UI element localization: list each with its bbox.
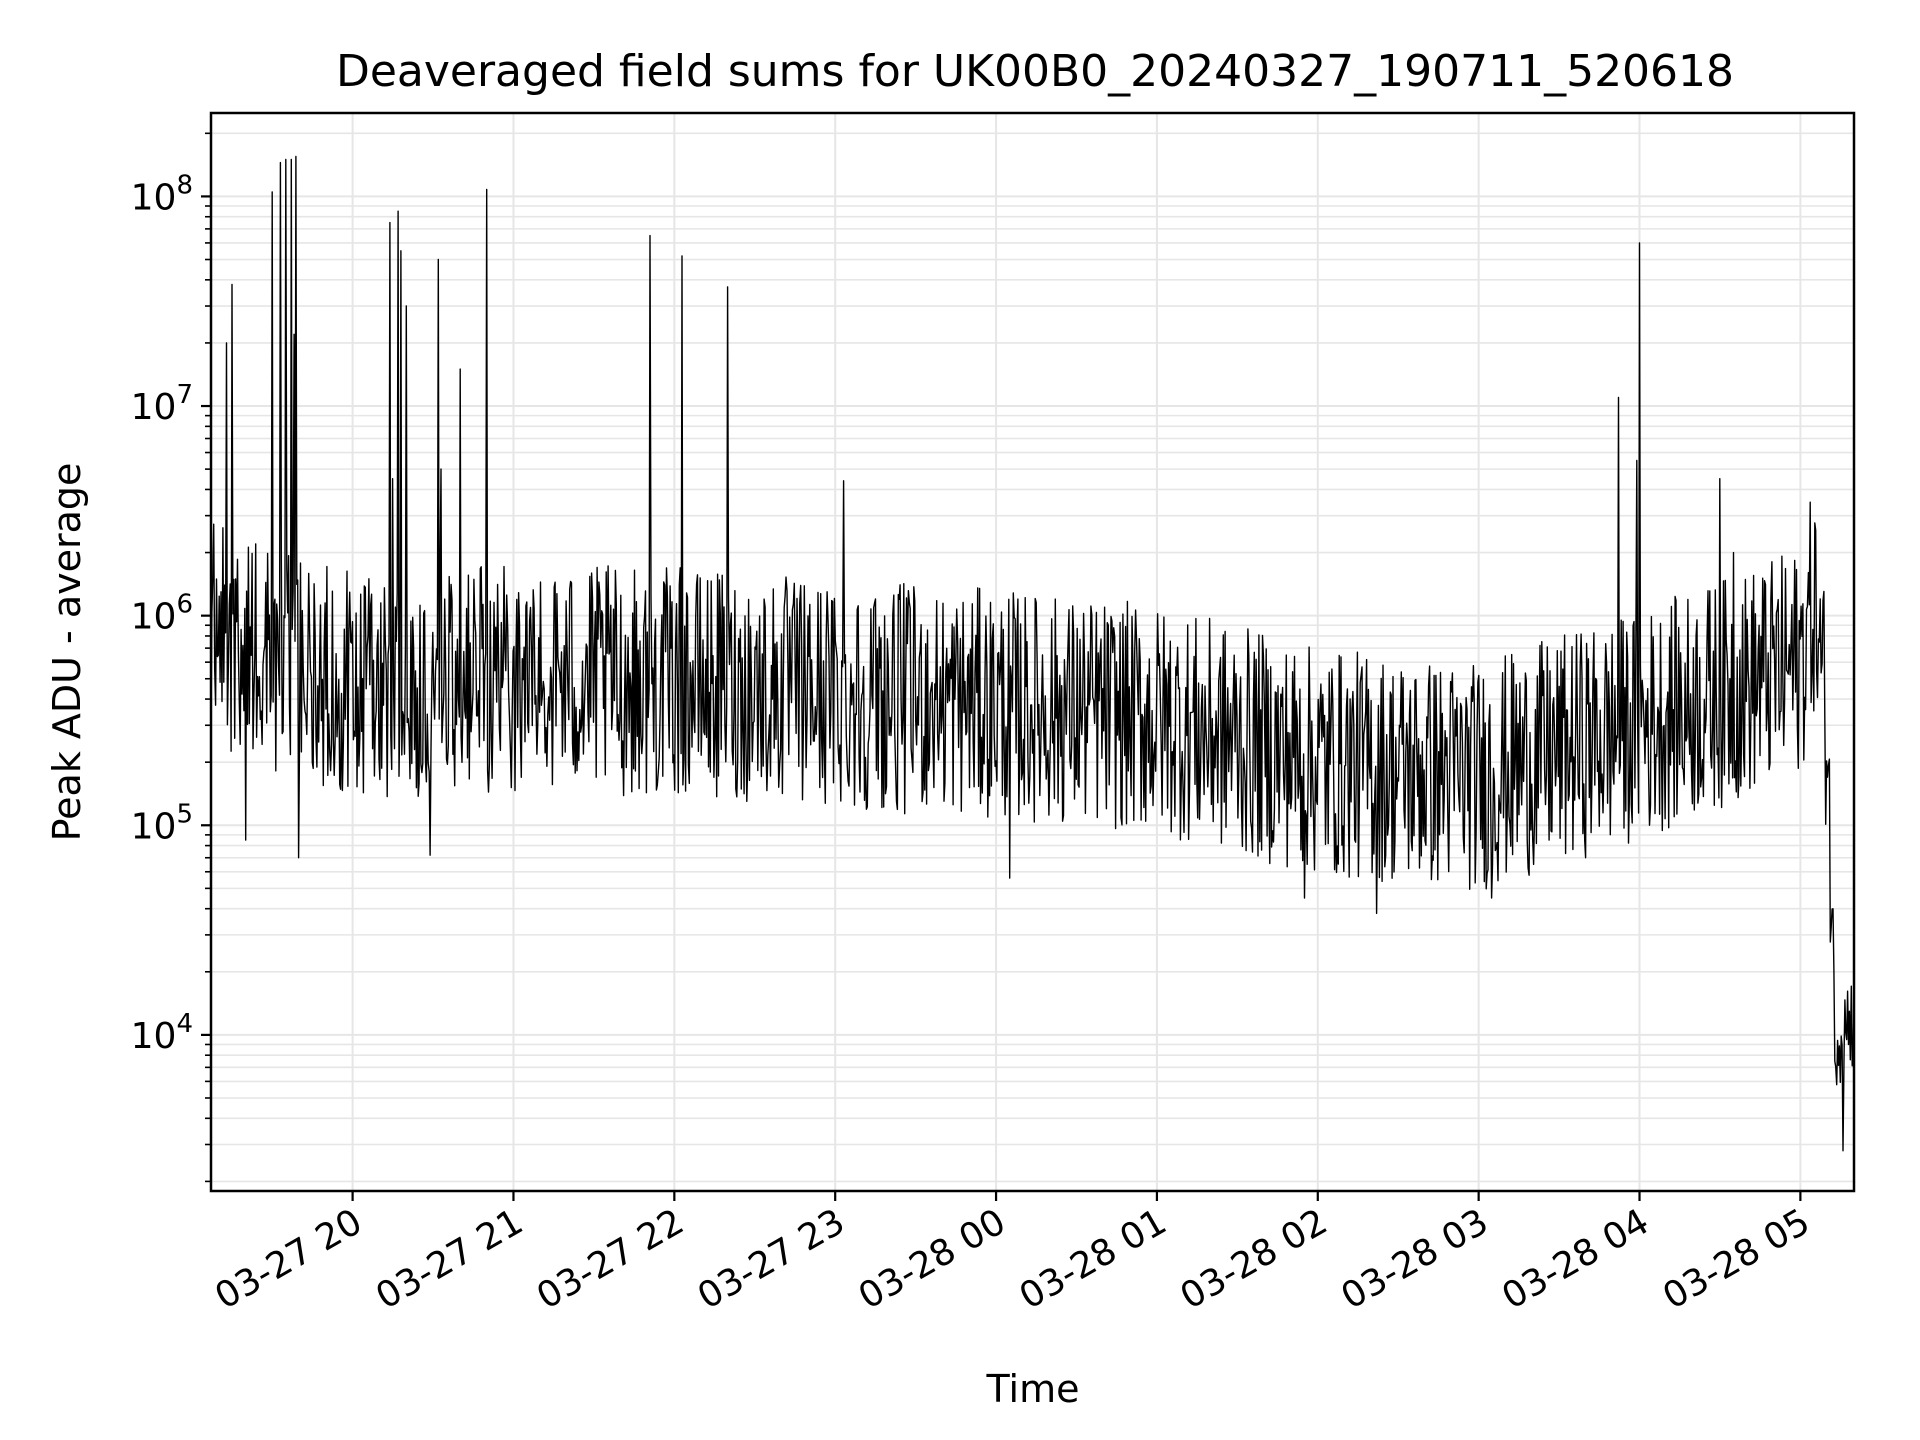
axes-frame — [209, 111, 1856, 1193]
y-tick-label: 107 — [131, 380, 193, 428]
plot-area — [209, 111, 1856, 1193]
series-layer — [210, 155, 1855, 1152]
y-tick-label: 104 — [131, 1009, 193, 1057]
y-tick-label: 106 — [131, 590, 193, 638]
y-axis-ticks: 104 105 106 107 108 — [131, 132, 211, 1183]
y-tick-label: 108 — [131, 170, 193, 218]
y-axis-label: Peak ADU - average — [45, 463, 89, 842]
chart-title: Deaveraged field sums for UK00B0_2024032… — [336, 46, 1734, 97]
y-tick-label: 105 — [131, 799, 193, 847]
series-line — [210, 155, 1855, 1152]
x-axis-label: Time — [986, 1367, 1080, 1411]
